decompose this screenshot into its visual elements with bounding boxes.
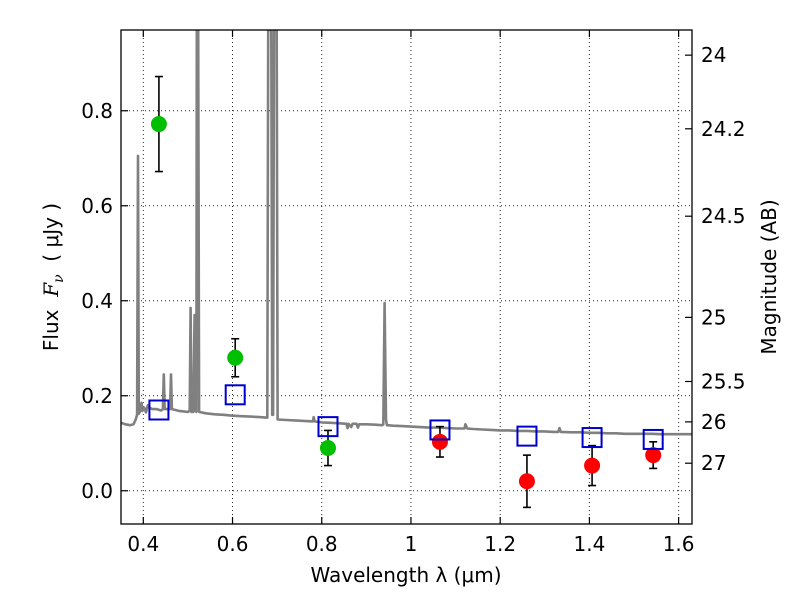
model-photometry-square: [429, 419, 451, 441]
y-axis-title: Flux Fν ( μJy ): [39, 203, 67, 351]
y2-tick-label: 24.2: [701, 117, 746, 141]
x-tick-label: 1.2: [484, 532, 516, 556]
photometry-point: [150, 116, 167, 133]
y2-tick-label: 27: [701, 451, 726, 475]
photometry-point: [431, 433, 448, 450]
model-photometry-square: [148, 399, 170, 421]
y-axis-title-subscript: ν: [51, 274, 67, 283]
y-axis-title-prefix: Flux: [39, 297, 63, 351]
model-spectrum-layer: [121, 30, 692, 436]
y2-tick-label: 26: [701, 410, 726, 434]
model-photometry-square: [224, 384, 246, 406]
gridlines: [121, 30, 692, 524]
x-tick-label: 1: [405, 532, 418, 556]
photometry-point: [518, 473, 535, 490]
x-tick-label: 0.4: [127, 532, 159, 556]
y2-tick-label: 24.5: [701, 204, 746, 228]
axis-ticks: 0.4 0.6 0.8 1 1.2 1.4 1.6 0.0 0.2 0.4 0.6 0.8 24 24.2…: [81, 30, 746, 556]
model-photometry-square: [581, 427, 603, 449]
photometry-point: [319, 440, 336, 456]
model-photometry-square: [516, 425, 538, 447]
y-tick-label: 0.4: [81, 289, 113, 313]
x-axis-title: Wavelength λ (μm): [310, 563, 501, 587]
y2-axis-title: Magnitude (AB): [757, 199, 781, 354]
model-photometry-square: [317, 416, 339, 438]
photometry-point: [227, 349, 244, 366]
y-axis-title-variable: F: [39, 282, 63, 298]
y-axis-title-unit: ( μJy ): [39, 203, 63, 275]
y2-tick-label: 25: [701, 305, 726, 329]
photometry-point: [645, 447, 662, 464]
plot-frame: [120, 29, 693, 525]
photometry-layer: [148, 75, 664, 509]
y-tick-label: 0.2: [81, 384, 113, 408]
x-tick-label: 0.8: [306, 532, 338, 556]
x-tick-label: 1.4: [573, 532, 605, 556]
y2-tick-label: 25.5: [701, 370, 746, 394]
y2-tick-label: 24: [701, 43, 726, 67]
x-tick-label: 1.6: [663, 532, 695, 556]
model-photometry-square: [642, 428, 664, 450]
x-tick-label: 0.6: [217, 532, 249, 556]
y-tick-label: 0.0: [81, 479, 113, 503]
y-tick-label: 0.8: [81, 99, 113, 123]
photometry-point: [584, 457, 601, 474]
y-tick-label: 0.6: [81, 194, 113, 218]
model-spectrum-line: [121, 30, 692, 436]
